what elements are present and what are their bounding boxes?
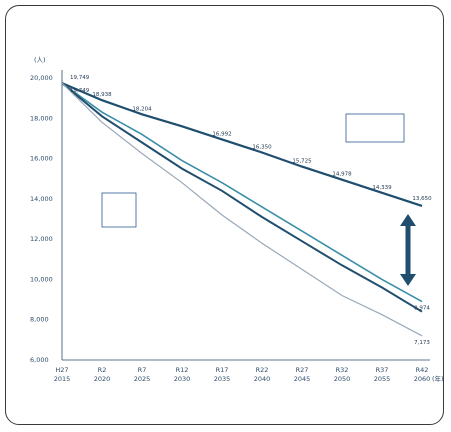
x-tick-label-era: R12: [176, 366, 189, 374]
series-line-1: [61, 82, 423, 303]
data-label: 14,978: [332, 172, 352, 178]
y-axis-ticks: 6,000 8,000 10,000 12,000 14,000 16,000 18,000…: [30, 74, 53, 364]
difference-arrow: [400, 214, 416, 286]
x-tick-label-year: 2050: [334, 375, 351, 383]
x-tick-label-era: H27: [55, 366, 68, 374]
data-label: 19,749: [70, 75, 90, 81]
data-label: 18,938: [92, 92, 112, 98]
series-line-3: [61, 82, 423, 337]
x-tick-label-era: R42: [416, 366, 429, 374]
x-tick-label-year: 2035: [214, 375, 231, 383]
data-label: 15,725: [292, 159, 312, 165]
series-line-0: [61, 82, 423, 207]
annotation-box-projection: [345, 113, 405, 143]
axes: [61, 70, 430, 361]
data-label: 13,650: [412, 196, 432, 202]
x-tick-label-year: 2060: [414, 375, 431, 383]
x-axis-unit: (年): [432, 374, 444, 383]
chart-frame: [5, 5, 444, 425]
y-axis-unit: (人): [34, 56, 46, 64]
series-layer: [61, 82, 423, 337]
x-tick-label-year: 2020: [94, 375, 111, 383]
y-tick-label: 6,000: [30, 356, 49, 364]
x-tick-label-year: 2055: [374, 375, 391, 383]
x-tick-label-era: R27: [296, 366, 309, 374]
y-tick-label: 10,000: [30, 275, 53, 283]
x-tick-label-era: R7: [138, 366, 147, 374]
series-line-2: [61, 82, 423, 313]
y-tick-label: 16,000: [30, 155, 53, 163]
y-tick-label: 12,000: [30, 235, 53, 243]
x-tick-label-year: 2015: [54, 375, 71, 383]
x-tick-label-era: R32: [336, 366, 349, 374]
data-label: 8,974: [414, 306, 430, 312]
x-tick-label-year: 2045: [294, 375, 311, 383]
data-label: 16,350: [252, 145, 272, 151]
x-tick-label-era: R22: [256, 366, 269, 374]
data-label: 18,204: [132, 106, 152, 112]
x-tick-label-era: R2: [98, 366, 107, 374]
data-label: 14,339: [372, 185, 392, 191]
y-tick-label: 14,000: [30, 195, 53, 203]
y-tick-label: 20,000: [30, 74, 53, 82]
annotation-box-base: [101, 192, 137, 228]
y-tick-label: 18,000: [30, 114, 53, 122]
x-tick-label-year: 2025: [134, 375, 151, 383]
y-tick-label: 8,000: [30, 316, 49, 324]
x-tick-label-era: R17: [216, 366, 229, 374]
data-label-layer: 19,74918,93818,20416,99216,35015,72514,9…: [70, 75, 432, 346]
x-tick-label-year: 2030: [174, 375, 191, 383]
x-tick-label-year: 2040: [254, 375, 271, 383]
data-label: 16,992: [212, 131, 231, 137]
x-tick-label-era: R37: [376, 366, 389, 374]
data-label: 19,749: [70, 88, 90, 94]
data-label: 7,173: [414, 340, 430, 346]
